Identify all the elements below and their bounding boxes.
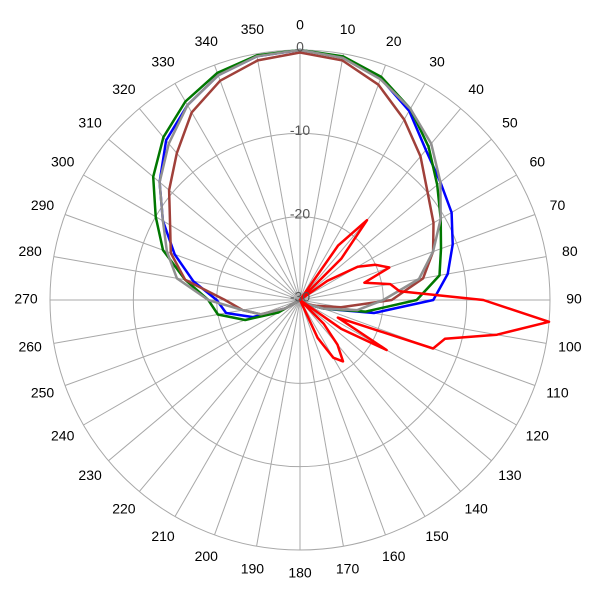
theta-tick-label: 120 [526,428,550,444]
theta-tick-label: 20 [386,33,402,49]
theta-tick-label: 300 [51,154,75,170]
spoke [256,299,301,547]
spoke [299,53,344,301]
spoke [174,299,301,517]
spoke [214,64,301,301]
theta-tick-label: 320 [112,81,136,97]
theta-tick-label: 230 [78,467,102,483]
theta-tick-label: 130 [498,467,522,483]
spoke [299,108,462,301]
theta-tick-label: 250 [31,384,55,400]
spoke [83,299,301,426]
theta-tick-label: 0 [296,17,304,33]
spoke [108,138,301,301]
r-tick-label: -20 [290,205,310,221]
theta-tick-label: 50 [502,115,518,131]
spoke [299,299,426,517]
spoke [138,299,301,492]
r-tick-label: -30 [290,289,310,305]
spoke [214,299,301,536]
theta-tick-label: 210 [151,528,175,544]
theta-tick-label: 280 [18,243,42,259]
theta-tick-label: 350 [241,21,265,37]
theta-tick-label: 80 [562,243,578,259]
theta-tick-label: 260 [18,338,42,354]
theta-tick-label: 110 [546,384,569,400]
spoke [256,53,301,301]
grid-circle [132,132,468,468]
spoke [299,138,492,301]
theta-tick-label: 100 [558,338,582,354]
spoke [108,299,301,462]
theta-tick-label: 330 [151,53,175,69]
theta-tick-label: 90 [566,291,582,307]
spoke [299,299,344,547]
spoke [299,64,386,301]
theta-tick-label: 40 [468,81,484,97]
theta-tick-label: 310 [78,115,102,131]
theta-tick-label: 150 [425,528,449,544]
spoke [299,174,517,301]
r-tick-label: 0 [296,39,304,55]
theta-tick-label: 240 [51,428,75,444]
spoke [299,299,517,426]
theta-tick-label: 70 [550,197,566,213]
theta-tick-label: 60 [530,154,546,170]
series-line [151,48,443,322]
theta-tick-label: 140 [464,501,488,517]
theta-tick-label: 200 [195,548,219,564]
spoke [64,214,301,301]
theta-tick-label: 220 [112,501,136,517]
theta-tick-label: 30 [429,53,445,69]
spoke [53,299,301,344]
theta-tick-label: 180 [288,565,312,581]
spoke [83,174,301,301]
theta-tick-label: 190 [241,561,265,577]
spoke [299,299,386,536]
theta-tick-label: 270 [14,291,38,307]
theta-tick-label: 340 [195,33,219,49]
spoke [174,83,301,301]
theta-tick-label: 290 [31,197,55,213]
r-tick-label: -10 [290,122,310,138]
theta-tick-label: 160 [382,548,406,564]
spoke [299,299,462,492]
series-line [298,218,551,363]
spoke [299,299,492,462]
theta-tick-label: 170 [336,561,360,577]
spoke [299,214,536,301]
theta-tick-label: 10 [340,21,356,37]
